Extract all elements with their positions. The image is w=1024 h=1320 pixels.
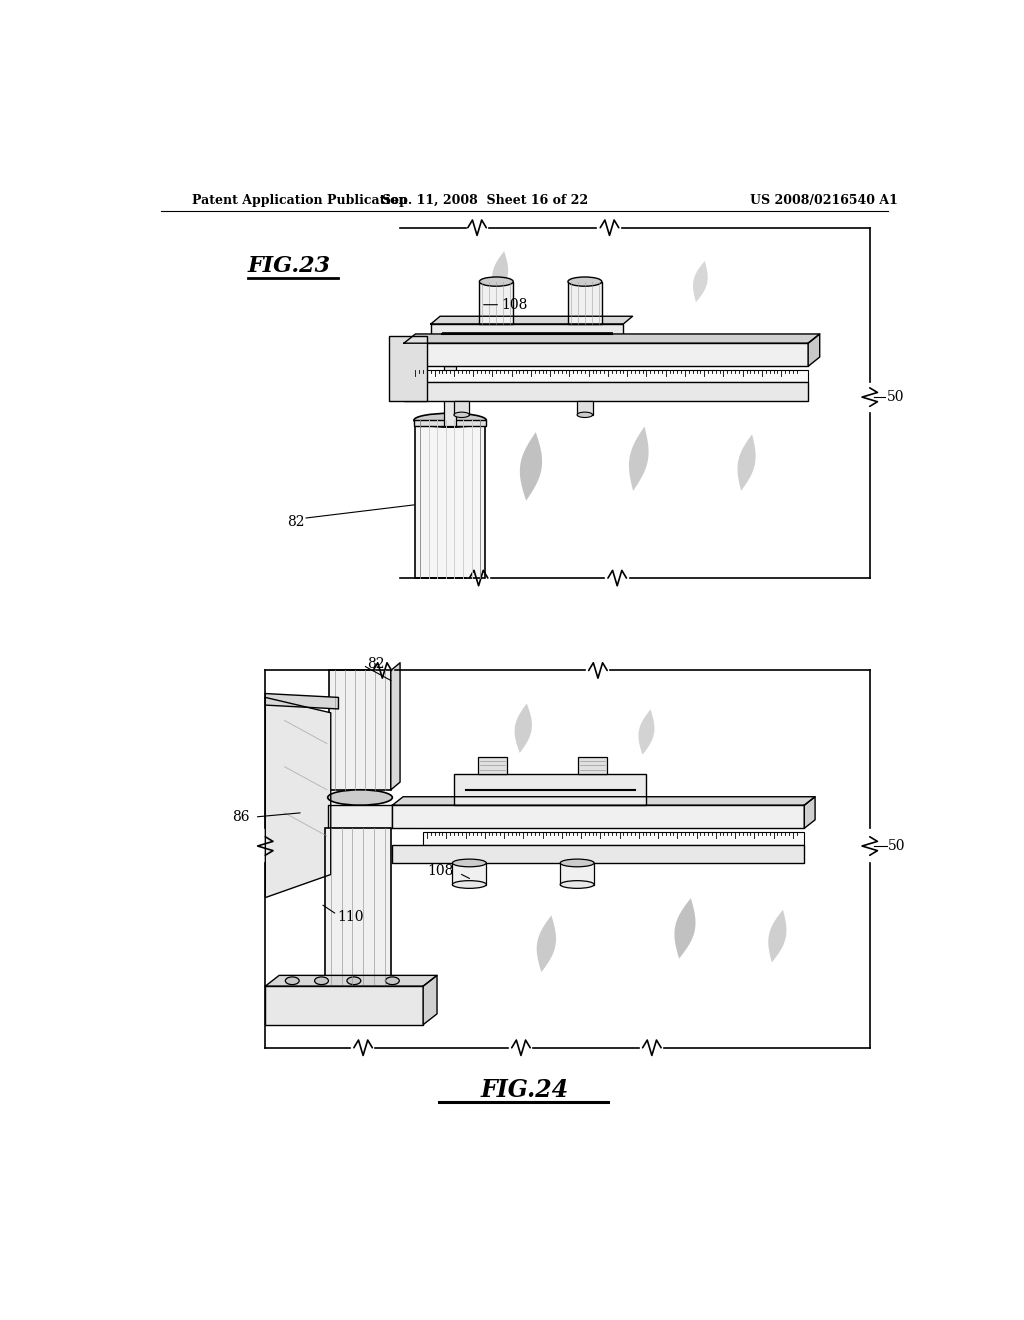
Bar	[403, 343, 808, 367]
Bar	[431, 323, 624, 343]
Ellipse shape	[414, 413, 486, 428]
Polygon shape	[265, 975, 437, 986]
Polygon shape	[423, 975, 437, 1024]
Ellipse shape	[560, 859, 594, 867]
Text: US 2008/0216540 A1: US 2008/0216540 A1	[750, 194, 897, 207]
Text: 108: 108	[428, 865, 454, 878]
Text: Sep. 11, 2008  Sheet 16 of 22: Sep. 11, 2008 Sheet 16 of 22	[382, 194, 588, 207]
Bar	[392, 845, 804, 863]
Bar	[325, 829, 391, 986]
Polygon shape	[808, 334, 819, 367]
Ellipse shape	[314, 977, 329, 985]
Polygon shape	[629, 426, 648, 491]
Text: 82: 82	[288, 515, 305, 529]
Polygon shape	[265, 693, 339, 709]
Bar	[330, 671, 391, 789]
Bar	[392, 805, 804, 829]
Bar	[388, 335, 427, 401]
Polygon shape	[693, 261, 708, 302]
Polygon shape	[431, 317, 633, 323]
Text: 108: 108	[502, 298, 528, 312]
Ellipse shape	[560, 880, 594, 888]
Bar	[568, 281, 602, 323]
Bar	[453, 863, 486, 884]
Bar	[454, 401, 469, 414]
Text: 110: 110	[337, 909, 364, 924]
Text: 50: 50	[887, 391, 904, 404]
Polygon shape	[638, 709, 654, 755]
Polygon shape	[537, 915, 556, 973]
Bar	[444, 367, 457, 426]
Polygon shape	[403, 334, 819, 343]
Ellipse shape	[479, 277, 513, 286]
Polygon shape	[737, 434, 756, 491]
Ellipse shape	[347, 977, 360, 985]
Ellipse shape	[385, 977, 399, 985]
Text: FIG.24: FIG.24	[480, 1078, 569, 1102]
Bar	[478, 758, 507, 775]
Ellipse shape	[578, 412, 593, 417]
Bar	[578, 401, 593, 414]
Bar	[454, 775, 646, 805]
Bar	[416, 420, 484, 578]
Bar	[414, 420, 486, 426]
Text: FIG.23: FIG.23	[248, 255, 331, 277]
Bar	[412, 370, 808, 381]
Ellipse shape	[286, 977, 299, 985]
Polygon shape	[768, 909, 786, 962]
Bar	[578, 758, 607, 775]
Text: 86: 86	[232, 809, 250, 824]
Polygon shape	[265, 697, 331, 898]
Polygon shape	[804, 797, 815, 829]
Ellipse shape	[568, 277, 602, 286]
Polygon shape	[493, 251, 508, 297]
Text: 82: 82	[367, 656, 384, 671]
Polygon shape	[520, 432, 542, 500]
Bar	[265, 986, 423, 1024]
Text: 50: 50	[888, 840, 906, 853]
Polygon shape	[392, 797, 815, 805]
Ellipse shape	[453, 880, 486, 888]
Polygon shape	[515, 704, 531, 752]
Bar	[403, 381, 808, 401]
Polygon shape	[391, 663, 400, 789]
Ellipse shape	[328, 789, 392, 805]
Bar	[328, 805, 392, 829]
Bar	[560, 863, 594, 884]
Text: Patent Application Publication: Patent Application Publication	[193, 194, 408, 207]
Ellipse shape	[453, 859, 486, 867]
Polygon shape	[675, 898, 695, 958]
Bar	[479, 281, 513, 323]
Bar	[423, 832, 804, 845]
Ellipse shape	[454, 412, 469, 417]
